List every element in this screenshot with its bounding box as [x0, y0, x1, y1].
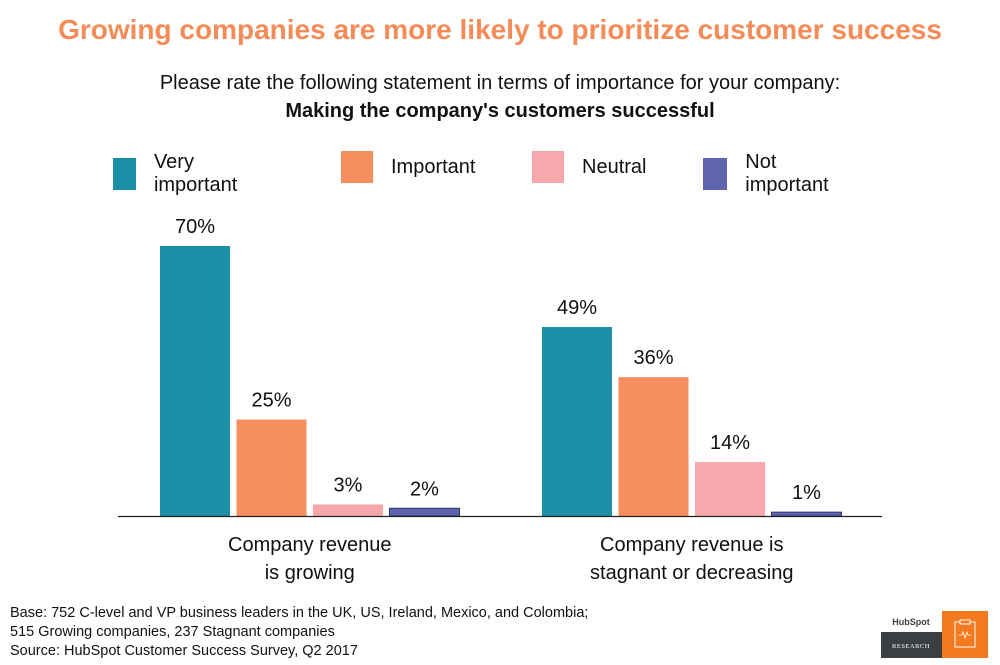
data-label: 1% [792, 482, 821, 504]
hubspot-research-logo: HubSpot RESEARCH [881, 611, 988, 658]
data-label: 3% [334, 474, 363, 496]
bar [313, 504, 383, 516]
data-label: 14% [710, 432, 750, 454]
category-label: Company revenue is [600, 534, 783, 556]
bar [618, 377, 689, 516]
data-label: 25% [251, 390, 291, 412]
data-label: 70% [175, 216, 215, 238]
footnote-line: 515 Growing companies, 237 Stagnant comp… [10, 624, 335, 640]
legend-swatch [703, 158, 728, 190]
category-label: stagnant or decreasing [590, 562, 793, 584]
legend-item-not-important: Not important [703, 151, 836, 197]
legend-swatch [532, 151, 564, 183]
legend-item-very-important: Very important [113, 151, 246, 197]
footnote-line: Base: 752 C-level and VP business leader… [10, 605, 589, 621]
bar [695, 462, 765, 516]
bar [542, 327, 612, 516]
category-label: is growing [265, 562, 355, 584]
data-label: 36% [633, 347, 673, 369]
legend-item-important: Important [341, 151, 475, 183]
legend-label: Important [391, 155, 476, 178]
legend-label: Not important [745, 151, 829, 196]
legend-swatch [341, 151, 373, 183]
chart-title: Growing companies are more likely to pri… [58, 14, 942, 45]
legend-item-neutral: Neutral [532, 151, 646, 183]
bar [771, 511, 842, 517]
bar [160, 246, 230, 516]
legend-label: Neutral [582, 155, 647, 178]
statement-text: Making the company's customers successfu… [285, 100, 715, 122]
category-label: Company revenue [228, 534, 391, 556]
logo-label: RESEARCH [892, 643, 930, 650]
legend-swatch [113, 158, 136, 190]
bar [389, 507, 460, 517]
logo-brand: HubSpot [892, 617, 930, 627]
legend-label: Very important [153, 151, 238, 196]
data-label: 49% [557, 297, 597, 319]
question-text: Please rate the following statement in t… [159, 72, 841, 94]
bar [236, 419, 307, 516]
bar-chart: 70% 25% 3% 2% Company revenue is growing 49% 36… [118, 216, 882, 584]
footnote-line: Source: HubSpot Customer Success Survey,… [10, 643, 358, 659]
data-label: 2% [410, 478, 439, 500]
footnote: Base: 752 C-level and VP business leader… [10, 604, 588, 661]
